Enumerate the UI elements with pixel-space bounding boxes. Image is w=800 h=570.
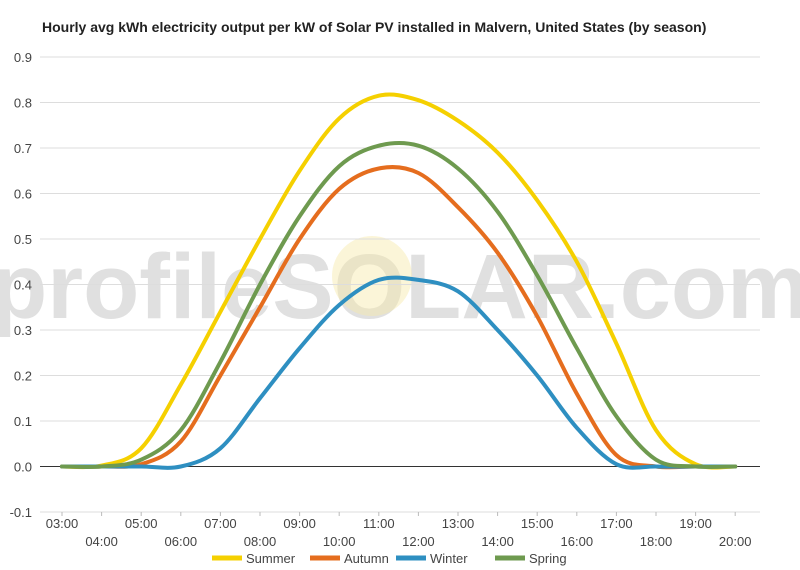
y-tick-label: 0.8 (14, 96, 32, 111)
series-lines (60, 92, 738, 470)
y-tick-label: 0.1 (14, 414, 32, 429)
x-tick-label: 05:00 (125, 516, 158, 531)
y-tick-label: 0.3 (14, 323, 32, 338)
chart-title: Hourly avg kWh electricity output per kW… (42, 19, 707, 35)
x-tick-label: 13:00 (442, 516, 475, 531)
y-tick-label: 0.0 (14, 460, 32, 475)
x-tick-label: 07:00 (204, 516, 237, 531)
x-tick-label: 06:00 (165, 534, 198, 549)
x-tick-label: 15:00 (521, 516, 554, 531)
x-tick-label: 20:00 (719, 534, 752, 549)
x-tick-label: 09:00 (283, 516, 316, 531)
y-tick-label: 0.5 (14, 232, 32, 247)
y-tick-label: 0.9 (14, 50, 32, 65)
x-tick-label: 04:00 (85, 534, 118, 549)
x-tick-label: 08:00 (244, 534, 277, 549)
x-axis-ticks: 03:00 04:00 05:00 06:00 07:00 08:00 09:00 10:00… (46, 512, 752, 549)
x-tick-label: 19:00 (679, 516, 712, 531)
x-tick-label: 14:00 (481, 534, 514, 549)
legend-item-spring[interactable]: Spring (495, 551, 567, 566)
legend-item-autumn[interactable]: Autumn (310, 551, 389, 566)
x-tick-label: 11:00 (363, 516, 395, 531)
legend-label: Autumn (344, 551, 389, 566)
x-tick-label: 17:00 (600, 516, 633, 531)
legend: Summer Autumn Winter Spring (212, 551, 567, 566)
legend-label: Spring (529, 551, 567, 566)
legend-item-summer[interactable]: Summer (212, 551, 296, 566)
watermark-text: profileSOLAR.com (0, 236, 800, 338)
y-tick-label: -0.1 (10, 505, 32, 520)
series-line-summer[interactable] (60, 92, 738, 470)
x-tick-label: 03:00 (46, 516, 79, 531)
series-line-spring[interactable] (60, 141, 738, 469)
y-tick-label: 0.6 (14, 187, 32, 202)
x-tick-label: 10:00 (323, 534, 356, 549)
x-tick-label: 18:00 (640, 534, 673, 549)
x-tick-label: 16:00 (561, 534, 594, 549)
series-line-winter[interactable] (60, 275, 738, 470)
legend-item-winter[interactable]: Winter (396, 551, 468, 566)
y-tick-label: 0.7 (14, 141, 32, 156)
legend-label: Summer (246, 551, 296, 566)
y-axis-ticks: 0.9 0.8 0.7 0.6 0.5 0.4 0.3 0.2 0.1 0.0 -0.1 (10, 50, 32, 520)
grid-lines (40, 56, 760, 513)
y-tick-label: 0.2 (14, 369, 32, 384)
y-tick-label: 0.4 (14, 278, 32, 293)
x-tick-label: 12:00 (402, 534, 435, 549)
legend-label: Winter (430, 551, 468, 566)
series-line-autumn[interactable] (60, 165, 738, 470)
